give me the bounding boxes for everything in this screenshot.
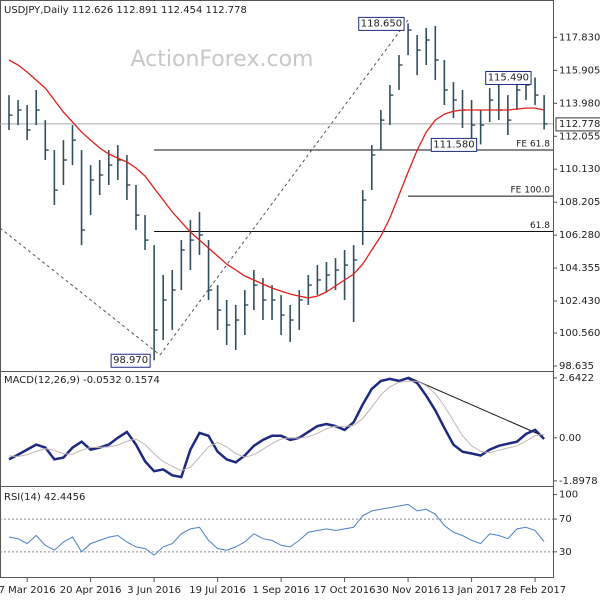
rsi-title: RSI(14) 42.4456 (4, 492, 85, 503)
y-tick-label: 70 (559, 514, 572, 525)
x-tick-label: 1 Sep 2016 (253, 585, 310, 596)
y-tick-label: 0.00 (559, 433, 581, 444)
y-tick-label: 106.280 (559, 230, 600, 241)
last-price-box (555, 117, 600, 132)
price-annotation: 111.580 (433, 139, 474, 150)
trend-line (0, 227, 161, 356)
annotation-box (485, 70, 532, 85)
macd-title: MACD(12,26,9) -0.0532 0.1574 (4, 375, 160, 386)
x-tick-label: 20 Apr 2016 (60, 585, 122, 596)
y-tick-label: -1.8978 (559, 476, 598, 487)
x-tick-label: 28 Feb 2017 (504, 585, 566, 596)
y-tick-label: 100.560 (559, 328, 600, 339)
y-tick-label: 108.205 (559, 197, 600, 208)
y-tick-label: 102.430 (559, 296, 600, 307)
price-annotation: 115.490 (488, 72, 529, 83)
price-annotation: 118.650 (361, 18, 402, 29)
chart-title: USDJPY,Daily 112.626 112.891 112.454 112… (4, 5, 247, 16)
x-tick-label: 3 Jun 2016 (127, 585, 181, 596)
fib-level-label: 61.8 (530, 221, 550, 231)
indicator-line (8, 376, 545, 479)
annotation-box (430, 137, 478, 152)
y-tick-label: 112.055 (559, 131, 600, 142)
indicator-line (8, 503, 545, 556)
fib-level-label: FE 61.8 (516, 140, 550, 150)
y-tick-label: 98.635 (559, 361, 594, 372)
y-tick-label: 30 (559, 547, 572, 558)
x-tick-label: 30 Nov 2016 (376, 585, 440, 596)
x-tick-label: 17 Oct 2016 (314, 585, 376, 596)
macd-trend-line (407, 376, 544, 437)
y-tick-label: 117.830 (559, 32, 600, 43)
annotation-box (358, 16, 405, 31)
moving-average (8, 59, 545, 299)
frame (0, 0, 554, 578)
indicator-line (8, 380, 545, 472)
x-tick-label: 19 Jul 2016 (189, 585, 246, 596)
annotation-box (110, 353, 151, 368)
fib-level-label: FE 100.0 (511, 186, 551, 196)
y-tick-label: 100 (559, 490, 578, 501)
last-price-label: 112.778 (559, 119, 600, 130)
watermark: ActionForex.com (131, 47, 314, 72)
y-tick-label: 104.355 (559, 263, 600, 274)
x-tick-label: 7 Mar 2016 (0, 585, 56, 596)
y-tick-label: 113.980 (559, 98, 600, 109)
y-tick-label: 110.130 (559, 164, 600, 175)
price-annotation: 98.970 (113, 355, 148, 366)
y-tick-label: 2.6422 (559, 373, 594, 384)
x-tick-label: 13 Jan 2017 (442, 585, 502, 596)
y-tick-label: 115.905 (559, 65, 600, 76)
